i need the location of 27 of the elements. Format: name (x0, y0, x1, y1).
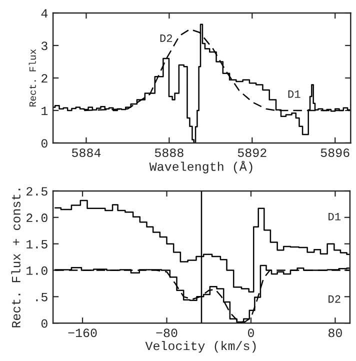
x-tick-label: 80 (328, 328, 342, 338)
y-tick-label: 1.0 (26, 266, 48, 275)
x-tick-label: 5888 (154, 148, 184, 157)
text: D1 (328, 212, 340, 220)
x-tick-label: −80 (156, 328, 178, 338)
y-axis-title: Rect. Flux (28, 49, 36, 106)
y-tick-label: 0 (41, 319, 48, 328)
x-tick-label: 0 (248, 328, 254, 338)
x-tick-label: 5892 (238, 148, 266, 157)
x-axis-title: Wavelength (Å) (149, 160, 252, 174)
y-tick-label: 1.5 (26, 240, 48, 248)
x-tick-label: 5896 (320, 148, 350, 157)
y-tick-label: 3 (41, 42, 48, 50)
y-tick-label: 2.5 (26, 187, 48, 196)
y-tick-label: 2 (42, 74, 48, 83)
x-tick-label: −160 (68, 328, 97, 338)
y-tick-label: 4 (41, 9, 48, 18)
y-tick-label: 2.0 (26, 214, 48, 222)
y-tick-label: .5 (36, 292, 48, 302)
y-axis-title: Rect. Flux + const. (11, 188, 20, 328)
x-axis-title: Velocity (km/s) (145, 340, 256, 353)
text: D2 (328, 295, 340, 303)
annotation: D1 (288, 90, 300, 98)
y-tick-label: 0 (41, 139, 48, 148)
annotation: D2 (160, 34, 172, 42)
y-tick-label: 1 (42, 106, 48, 115)
x-tick-label: 5884 (72, 148, 101, 157)
